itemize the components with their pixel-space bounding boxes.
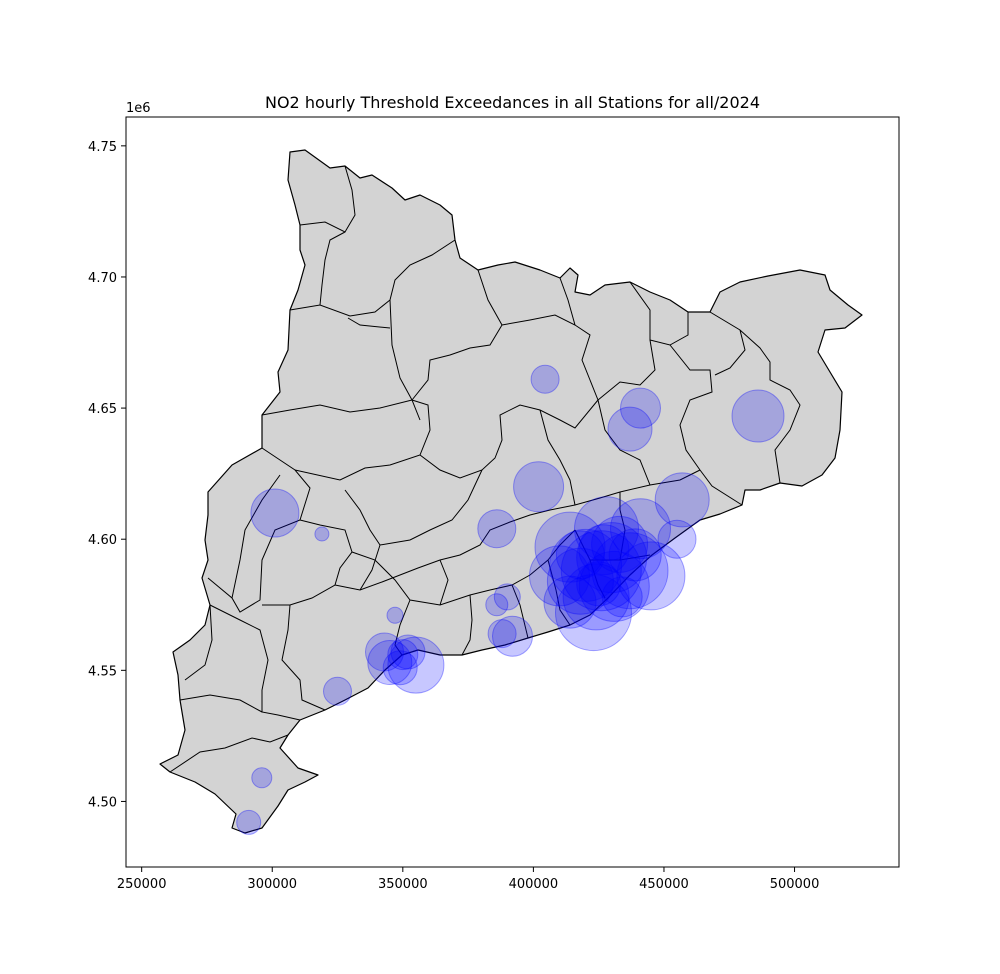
station-marker — [314, 526, 330, 542]
station-marker — [529, 545, 590, 607]
y-offset-label: 1e6 — [126, 101, 151, 116]
station-marker — [546, 547, 614, 615]
station-marker — [543, 575, 597, 629]
y-tick-label: 4.65 — [88, 402, 117, 417]
axes-frame — [125, 116, 900, 868]
y-tick-label: 4.70 — [88, 271, 117, 286]
station-marker — [562, 563, 630, 631]
station-marker — [578, 550, 650, 622]
station-marker — [591, 515, 649, 573]
station-marker — [323, 676, 352, 706]
x-tick-label: 250000 — [117, 877, 167, 892]
station-marker — [513, 461, 565, 513]
station-marker — [549, 528, 623, 602]
station-marker — [657, 519, 697, 559]
x-tick-label: 450000 — [639, 877, 689, 892]
station-marker — [578, 524, 630, 576]
station-marker — [560, 530, 642, 612]
station-marker — [492, 615, 533, 657]
station-marker — [608, 528, 662, 582]
station-marker — [616, 541, 686, 611]
y-tick-label: 4.50 — [88, 795, 117, 810]
station-marker — [534, 511, 606, 583]
station-marker — [607, 406, 653, 452]
x-tick-label: 300000 — [247, 877, 297, 892]
station-marker — [387, 639, 419, 671]
comarca-boundaries — [169, 165, 801, 773]
x-tick-label: 500000 — [770, 877, 820, 892]
station-marker — [485, 593, 509, 617]
station-marker — [530, 364, 560, 394]
station-marker — [576, 522, 648, 594]
x-tick-label: 400000 — [509, 877, 559, 892]
station-marker — [487, 619, 517, 649]
station-marker — [620, 387, 661, 429]
station-marker — [576, 561, 622, 607]
x-axis: 250000 300000 350000 400000 450000 500000 — [117, 867, 820, 892]
station-marker — [601, 576, 643, 618]
station-marker — [382, 650, 418, 686]
y-tick-label: 4.75 — [88, 140, 117, 155]
station-marker — [731, 389, 785, 443]
y-tick-label: 4.55 — [88, 664, 117, 679]
station-marker — [477, 509, 517, 549]
station-marker — [493, 583, 521, 611]
station-marker — [610, 498, 671, 560]
station-marker — [390, 634, 426, 670]
y-tick-label: 4.60 — [88, 533, 117, 548]
x-tick-label: 350000 — [378, 877, 428, 892]
station-markers — [236, 364, 785, 835]
chart-title: NO2 hourly Threshold Exceedances in all … — [265, 93, 760, 112]
station-marker — [387, 636, 445, 694]
station-marker — [367, 640, 413, 685]
station-marker — [236, 809, 262, 835]
plot-area — [159, 149, 863, 835]
station-marker — [365, 632, 404, 672]
station-marker — [250, 488, 300, 538]
station-marker — [591, 532, 669, 610]
station-marker — [555, 530, 605, 580]
station-marker — [251, 767, 273, 789]
station-marker — [555, 574, 632, 652]
catalonia-basemap — [159, 149, 863, 834]
station-marker — [654, 472, 710, 528]
station-marker — [574, 496, 639, 562]
y-axis: 4.50 4.55 4.60 4.65 4.70 4.75 — [88, 140, 126, 810]
station-marker — [386, 606, 404, 624]
